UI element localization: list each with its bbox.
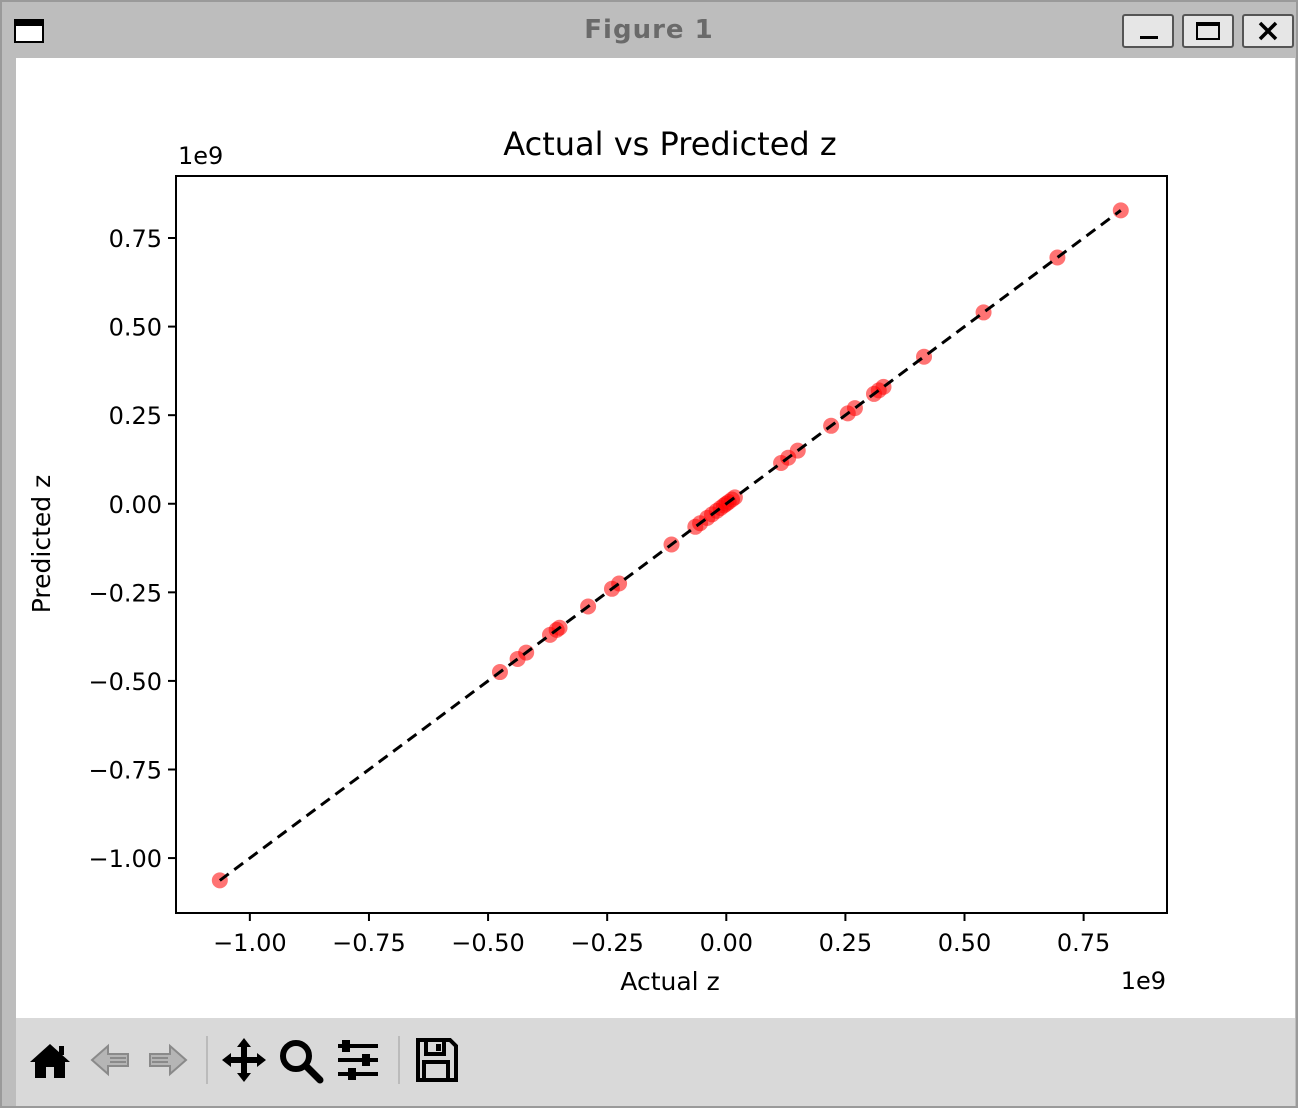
y-tick-label: −0.25 [88,579,162,607]
x-tick-label: −1.00 [213,929,287,957]
scatter-plot: Actual vs Predicted z 1e9 1e9 Actual z P… [27,125,1168,996]
pan-icon[interactable] [220,1036,268,1084]
navigation-toolbar [16,1018,1295,1106]
x-tick-label: 0.00 [700,929,753,957]
x-tick-label: −0.50 [451,929,525,957]
toolbar-separator [206,1036,208,1084]
x-tick-label: −0.25 [570,929,644,957]
y-offset-label: 1e9 [178,142,223,170]
y-tick-label: −0.75 [88,756,162,784]
minimize-button[interactable] [1122,14,1174,48]
home-icon[interactable] [26,1036,74,1084]
y-tick-label: 0.50 [109,314,162,342]
chart-title: Actual vs Predicted z [503,125,836,163]
window-title: Figure 1 [584,15,714,45]
x-tick-label: 0.25 [819,929,872,957]
y-tick-label: −1.00 [88,845,162,873]
x-offset-label: 1e9 [1121,967,1166,995]
close-icon [1258,21,1278,41]
window-menu-icon[interactable] [14,19,44,43]
back-arrow-icon[interactable] [86,1036,134,1084]
reference-line [218,209,1122,882]
title-bar[interactable]: Figure 1 [2,2,1296,58]
y-tick-label: −0.50 [88,668,162,696]
configure-subplots-icon[interactable] [334,1036,382,1084]
maximize-icon [1196,22,1220,40]
y-tick-label: 0.75 [109,225,162,253]
plot-area-frame [175,175,1168,914]
y-tick-label: 0.25 [109,402,162,430]
x-tick-label: 0.75 [1057,929,1110,957]
maximize-button[interactable] [1182,14,1234,48]
zoom-icon[interactable] [276,1036,324,1084]
x-tick-label: −0.75 [332,929,406,957]
save-icon[interactable] [412,1036,460,1084]
x-tick-label: 0.50 [938,929,991,957]
toolbar-separator [398,1036,400,1084]
x-axis-label: Actual z [620,967,719,996]
y-tick-label: 0.00 [109,491,162,519]
y-axis-label: Predicted z [27,475,56,613]
minimize-icon [1140,36,1158,39]
close-button[interactable] [1242,14,1294,48]
figure-canvas[interactable]: Actual vs Predicted z 1e9 1e9 Actual z P… [16,58,1295,1018]
forward-arrow-icon[interactable] [144,1036,192,1084]
